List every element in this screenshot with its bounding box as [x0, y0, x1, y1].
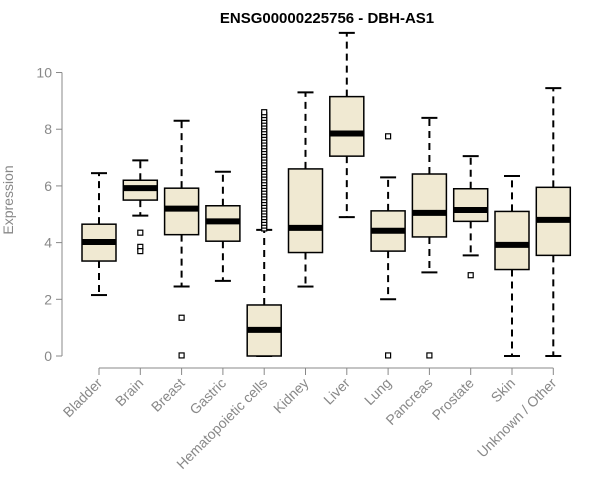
outlier-point: [426, 352, 433, 359]
iqr-box: [287, 168, 324, 254]
iqr-box: [329, 95, 365, 157]
outlier-point: [178, 314, 185, 321]
iqr-box: [494, 210, 530, 271]
y-axis-label: Expression: [0, 165, 16, 234]
box-hematopoietic-cells: [246, 109, 282, 357]
outlier-point: [137, 229, 144, 236]
y-tick-label: 8: [44, 121, 52, 137]
box-bladder: [81, 172, 117, 297]
outlier-point: [261, 109, 268, 116]
y-tick-label: 6: [44, 178, 52, 194]
box-pancreas: [411, 116, 448, 359]
box-gastric: [205, 170, 241, 282]
box-liver: [329, 31, 365, 219]
box-lung: [370, 133, 406, 359]
box-breast: [163, 119, 200, 359]
outlier-point: [385, 133, 392, 140]
y-tick-label: 0: [44, 348, 52, 364]
box-unknown-other: [535, 87, 572, 357]
y-tick-label: 10: [36, 65, 52, 81]
x-tick-label: Kidney: [270, 375, 312, 417]
x-tick-label: Liver: [320, 375, 353, 408]
boxes: [81, 31, 572, 359]
x-tick-label: Brain: [112, 375, 146, 409]
outlier-point: [178, 352, 185, 359]
box-kidney: [287, 91, 324, 288]
axes: 0 2 4 6 8 10: [36, 65, 554, 369]
y-tick-label: 4: [44, 235, 52, 251]
outlier-point: [137, 248, 144, 255]
outlier-point: [385, 352, 392, 359]
x-tick-label: Prostate: [429, 375, 477, 423]
iqr-box: [452, 187, 489, 223]
x-tick-label: Skin: [488, 375, 519, 406]
box-skin: [494, 174, 530, 357]
box-prostate: [452, 155, 489, 279]
chart-title: ENSG00000225756 - DBH-AS1: [220, 10, 434, 27]
x-tick-label: Breast: [148, 375, 188, 415]
x-tick-label: Lung: [361, 375, 394, 408]
box-brain: [122, 159, 159, 255]
x-tick-label: Bladder: [60, 375, 106, 421]
iqr-box: [411, 173, 448, 238]
outlier-point: [467, 272, 474, 279]
y-tick-label: 2: [44, 291, 52, 307]
